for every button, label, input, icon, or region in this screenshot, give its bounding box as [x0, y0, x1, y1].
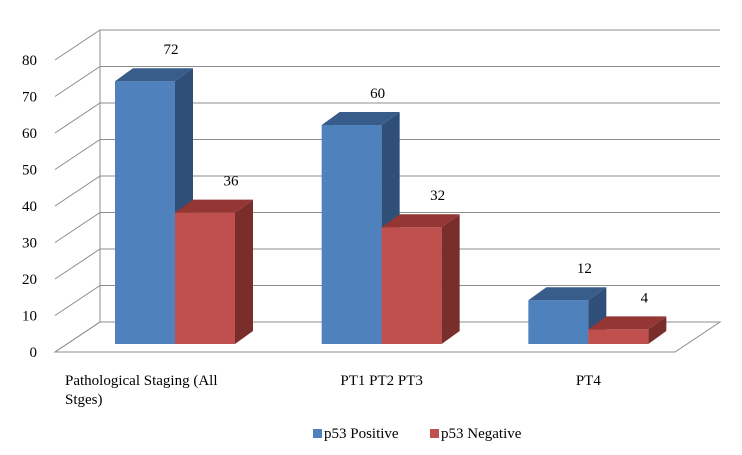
data-label: 72 [164, 42, 179, 58]
gridline [54, 66, 720, 97]
bar-front [321, 125, 382, 344]
category-labels: Pathological Staging (All Stges) PT1 PT2 P… [65, 373, 601, 408]
gridline [54, 212, 720, 243]
gridline [54, 139, 720, 170]
bar-1-2 [588, 316, 667, 344]
data-label: 32 [430, 188, 445, 204]
gridline [54, 175, 720, 207]
chart-walls [53, 30, 722, 353]
category-label: PT1 PT2 PT3 [340, 373, 423, 389]
legend: p53 Positive p53 Negative [313, 426, 522, 442]
y-tick-label: 10 [22, 309, 37, 325]
legend-label: p53 Negative [441, 426, 522, 442]
y-tick-label: 20 [22, 272, 37, 288]
bar-top [175, 199, 253, 213]
y-tick-label: 60 [22, 126, 37, 142]
gridline [54, 285, 720, 316]
legend-label: p53 Positive [324, 426, 399, 442]
bar-top [321, 112, 400, 125]
bar-front [115, 81, 175, 344]
gridlines [54, 29, 720, 316]
y-tick-label: 80 [22, 53, 37, 69]
floor [53, 321, 722, 353]
category-label: PT4 [576, 373, 602, 389]
bar-top [528, 287, 607, 301]
y-tick-label: 0 [30, 345, 38, 361]
data-label: 60 [370, 86, 385, 102]
bar-1-1 [381, 214, 460, 344]
bars [115, 68, 667, 344]
data-label: 36 [224, 174, 240, 190]
y-tick-label: 40 [22, 199, 37, 215]
gridline [54, 248, 720, 280]
bar-side [648, 316, 667, 344]
bar-front [175, 212, 235, 344]
category-label: Stges) [65, 392, 103, 408]
bar-0-0 [115, 68, 193, 344]
bar-top [115, 68, 193, 82]
bar-front [528, 300, 589, 344]
y-tick-label: 30 [22, 236, 37, 252]
legend-swatch [313, 429, 322, 438]
bar-side [441, 214, 460, 344]
y-tick-label: 50 [22, 163, 37, 179]
data-labels: 72 36 60 32 12 4 [164, 42, 649, 306]
y-tick-label: 70 [22, 90, 37, 106]
bar-top [381, 214, 460, 228]
bar-1-0 [175, 199, 253, 344]
data-label: 12 [577, 261, 592, 277]
y-axis-ticks: 0 10 20 30 40 50 60 70 80 [22, 53, 37, 361]
legend-swatch [430, 429, 439, 438]
bar-front [588, 329, 649, 344]
data-label: 4 [641, 290, 649, 306]
gridline [54, 29, 720, 61]
bar-front [381, 227, 442, 344]
category-label: Pathological Staging (All [65, 373, 217, 389]
bar-top [588, 316, 667, 330]
bar-side [235, 199, 253, 344]
gridline [54, 102, 720, 134]
